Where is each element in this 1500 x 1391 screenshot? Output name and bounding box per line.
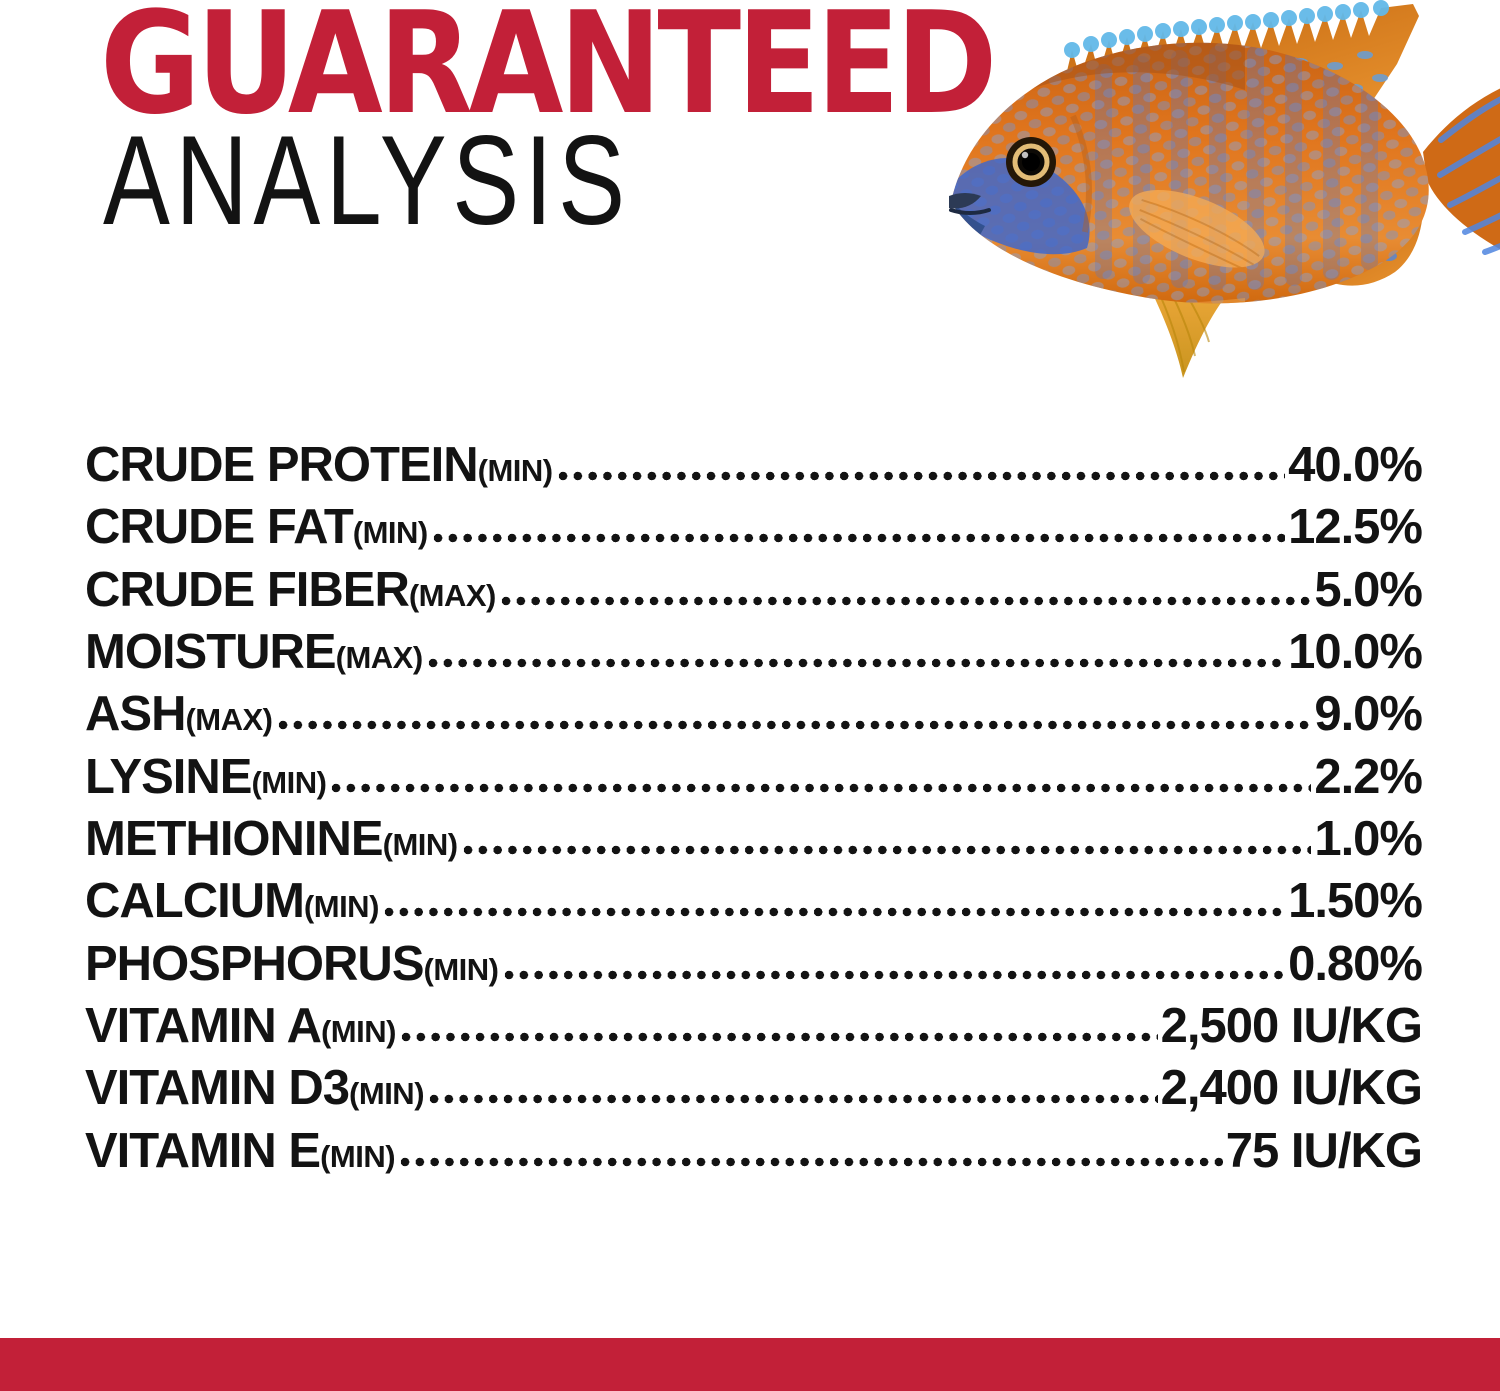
nutrient-qualifier: (MIN) [352,515,428,551]
analysis-row-methionine: METHIONINE(MIN) 1.0% [85,811,1423,873]
guaranteed-analysis-table: CRUDE PROTEIN(MIN) 40.0% CRUDE FAT(MIN) … [85,437,1423,1185]
nutrient-label: MOISTURE(MAX) [85,625,424,680]
nutrient-value: 10.0% [1288,625,1423,680]
dot-leader [460,845,1312,856]
dot-leader [398,1156,1223,1167]
analysis-row-crude-fiber: CRUDE FIBER(MAX) 5.0% [85,562,1423,624]
analysis-row-vitamin-d3: VITAMIN D3(MIN) 2,400 IU/KG [85,1060,1423,1122]
page-title-guaranteed: GUARANTEED [100,0,997,146]
nutrient-label: CRUDE PROTEIN(MIN) [85,438,553,492]
nutrient-qualifier: (MIN) [251,764,327,800]
dot-leader [398,1032,1158,1043]
dot-leader [329,782,1312,793]
nutrient-value: 0.80% [1288,936,1423,991]
nutrient-qualifier: (MIN) [320,1138,396,1174]
nutrient-qualifier: (MIN) [477,453,553,488]
nutrient-label: CRUDE FAT(MIN) [85,500,428,555]
nutrient-value: 12.5% [1288,500,1423,555]
nutrient-label: PHOSPHORUS(MIN) [85,936,499,991]
dot-leader [555,471,1286,481]
footer-red-bar [0,1338,1500,1391]
nutrient-label: CALCIUM(MIN) [85,874,379,929]
peacock-cichlid-illustration [949,0,1500,378]
dot-leader [425,658,1286,669]
fish-photo [945,0,1500,380]
nutrient-label: LYSINE(MIN) [85,749,327,804]
analysis-row-crude-protein: CRUDE PROTEIN(MIN) 40.0% [85,437,1423,499]
dot-leader [427,1094,1158,1105]
dot-leader [501,969,1286,980]
analysis-row-phosphorus: PHOSPHORUS(MIN) 0.80% [85,936,1423,998]
nutrient-label: CRUDE FIBER(MAX) [85,562,497,617]
nutrient-label: METHIONINE(MIN) [85,812,458,867]
nutrient-label: VITAMIN D3(MIN) [85,1061,425,1116]
nutrient-value: 2.2% [1314,749,1423,804]
nutrient-value: 75 IU/KG [1225,1123,1423,1178]
nutrient-value: 40.0% [1288,438,1423,492]
fish-eye [1006,137,1056,187]
nutrient-value: 1.50% [1288,874,1423,929]
dot-leader [381,907,1286,918]
nutrient-qualifier: (MIN) [349,1076,425,1112]
nutrient-value: 2,400 IU/KG [1160,1061,1423,1116]
analysis-row-calcium: CALCIUM(MIN) 1.50% [85,873,1423,935]
analysis-row-vitamin-a: VITAMIN A(MIN) 2,500 IU/KG [85,998,1423,1060]
nutrient-value: 1.0% [1314,812,1423,867]
nutrient-qualifier: (MIN) [320,1014,396,1050]
dot-leader [430,533,1286,544]
nutrient-label: VITAMIN A(MIN) [85,999,396,1054]
nutrient-label: ASH(MAX) [85,687,273,742]
dot-leader [275,720,1312,731]
nutrient-qualifier: (MIN) [423,951,499,987]
nutrient-qualifier: (MIN) [303,889,379,925]
page-title-analysis: ANALYSIS [103,109,631,251]
fish-body [949,42,1429,304]
analysis-row-lysine: LYSINE(MIN) 2.2% [85,749,1423,811]
nutrient-qualifier: (MAX) [408,577,497,613]
nutrient-value: 2,500 IU/KG [1160,999,1423,1054]
tail-fin [1423,88,1500,255]
nutrient-qualifier: (MIN) [382,827,458,863]
analysis-row-moisture: MOISTURE(MAX) 10.0% [85,624,1423,686]
analysis-row-crude-fat: CRUDE FAT(MIN) 12.5% [85,499,1423,561]
nutrient-qualifier: (MAX) [185,702,273,738]
nutrient-value: 9.0% [1314,687,1423,742]
nutrient-label: VITAMIN E(MIN) [85,1123,396,1178]
analysis-row-vitamin-e: VITAMIN E(MIN) 75 IU/KG [85,1123,1423,1185]
nutrient-qualifier: (MAX) [335,640,424,676]
nutrient-value: 5.0% [1314,562,1423,617]
dot-leader [498,595,1312,606]
analysis-row-ash: ASH(MAX) 9.0% [85,686,1423,748]
pectoral-fin [1129,190,1265,271]
